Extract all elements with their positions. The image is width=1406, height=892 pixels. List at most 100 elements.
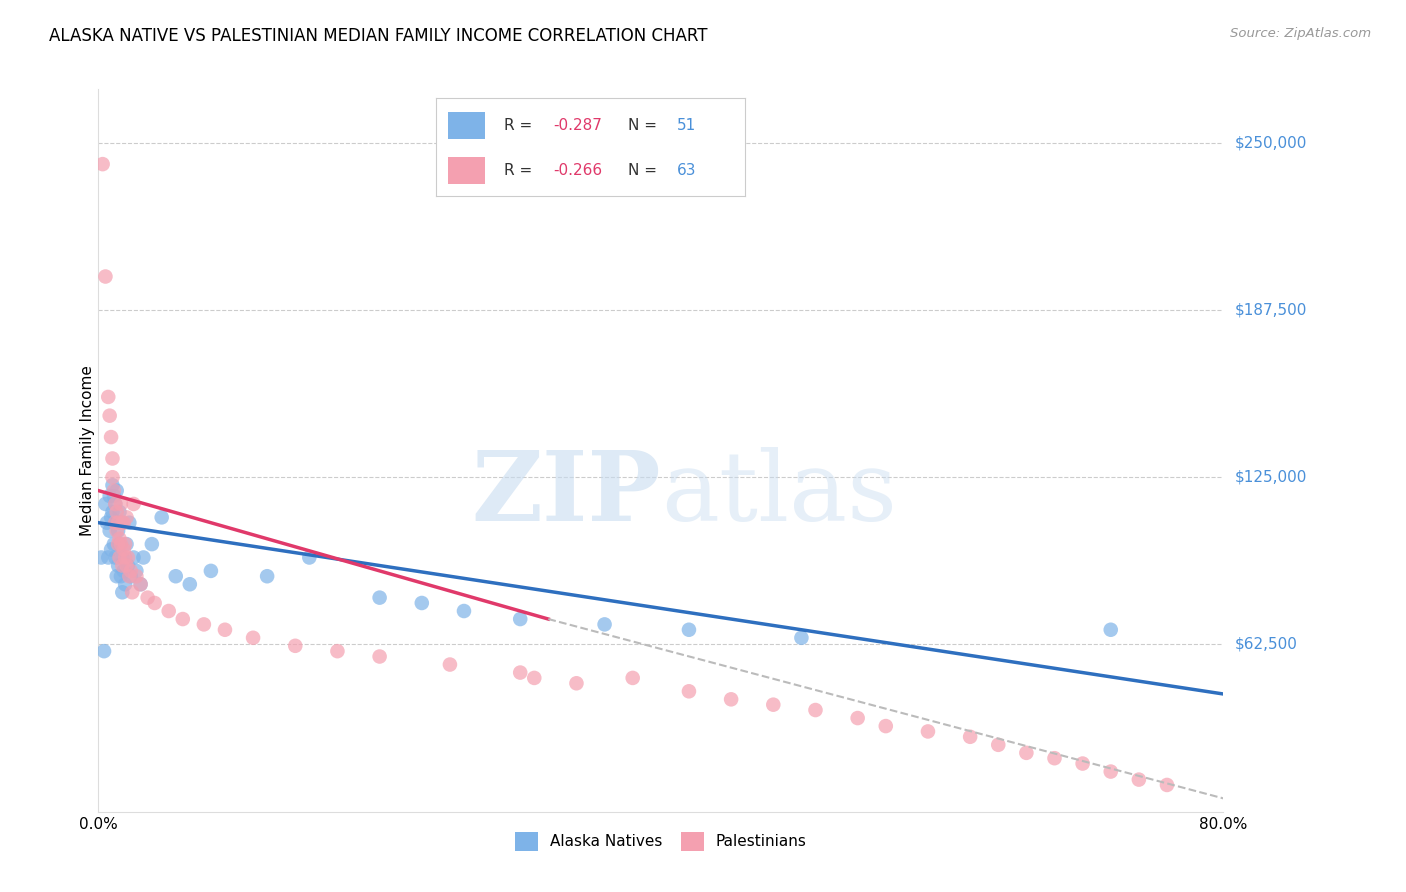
Point bbox=[105, 569, 128, 583]
Text: R =: R = bbox=[503, 118, 537, 133]
Point bbox=[112, 542, 135, 557]
Point bbox=[97, 550, 120, 565]
Point bbox=[103, 483, 125, 498]
Point bbox=[105, 524, 128, 538]
Legend: Alaska Natives, Palestinians: Alaska Natives, Palestinians bbox=[508, 824, 814, 858]
Point bbox=[165, 569, 187, 583]
Point bbox=[122, 497, 145, 511]
Point bbox=[1099, 764, 1122, 779]
Point bbox=[326, 644, 349, 658]
Point bbox=[94, 269, 117, 284]
Point bbox=[107, 516, 129, 530]
Point bbox=[256, 569, 278, 583]
Text: atlas: atlas bbox=[661, 447, 897, 541]
Point bbox=[678, 684, 700, 698]
Text: 51: 51 bbox=[678, 118, 696, 133]
Point bbox=[150, 510, 173, 524]
Point bbox=[105, 505, 128, 519]
Text: $250,000: $250,000 bbox=[1234, 136, 1306, 150]
Point bbox=[108, 532, 131, 546]
Text: ZIP: ZIP bbox=[471, 447, 661, 541]
Point bbox=[509, 665, 531, 680]
Text: $187,500: $187,500 bbox=[1234, 302, 1306, 318]
Point bbox=[172, 612, 194, 626]
Text: R =: R = bbox=[503, 163, 537, 178]
Point bbox=[104, 497, 127, 511]
Point bbox=[1099, 623, 1122, 637]
Point bbox=[132, 550, 155, 565]
Point bbox=[242, 631, 264, 645]
Point bbox=[298, 550, 321, 565]
Point bbox=[136, 591, 159, 605]
Point bbox=[453, 604, 475, 618]
Point bbox=[122, 550, 145, 565]
Text: N =: N = bbox=[627, 118, 661, 133]
Point bbox=[141, 537, 163, 551]
Point bbox=[120, 569, 142, 583]
Point bbox=[368, 649, 391, 664]
Point bbox=[111, 550, 134, 565]
Point bbox=[565, 676, 588, 690]
FancyBboxPatch shape bbox=[449, 157, 485, 185]
Point bbox=[111, 516, 134, 530]
Point bbox=[593, 617, 616, 632]
Point bbox=[108, 550, 131, 565]
Point bbox=[94, 497, 117, 511]
Point bbox=[179, 577, 201, 591]
Point bbox=[846, 711, 869, 725]
Point bbox=[804, 703, 827, 717]
Point bbox=[118, 516, 141, 530]
Point bbox=[107, 558, 129, 573]
Point bbox=[108, 537, 131, 551]
Text: -0.266: -0.266 bbox=[554, 163, 603, 178]
Point bbox=[621, 671, 644, 685]
Point bbox=[98, 489, 121, 503]
Point bbox=[117, 550, 139, 565]
Point bbox=[97, 390, 120, 404]
Point bbox=[101, 478, 124, 492]
Point bbox=[104, 497, 127, 511]
Point bbox=[118, 569, 141, 583]
Point bbox=[284, 639, 307, 653]
Point bbox=[101, 505, 124, 519]
Point bbox=[111, 585, 134, 599]
Point bbox=[121, 585, 143, 599]
Point bbox=[115, 510, 138, 524]
Text: $125,000: $125,000 bbox=[1234, 470, 1306, 484]
Point bbox=[90, 550, 112, 565]
Point bbox=[110, 537, 132, 551]
Point bbox=[98, 524, 121, 538]
Point bbox=[117, 558, 139, 573]
Text: Source: ZipAtlas.com: Source: ZipAtlas.com bbox=[1230, 27, 1371, 40]
Point bbox=[1015, 746, 1038, 760]
Point bbox=[987, 738, 1010, 752]
Text: -0.287: -0.287 bbox=[554, 118, 602, 133]
Point bbox=[103, 537, 125, 551]
Point bbox=[157, 604, 180, 618]
Point bbox=[790, 631, 813, 645]
Point bbox=[200, 564, 222, 578]
Point bbox=[103, 489, 125, 503]
Point bbox=[959, 730, 981, 744]
Point bbox=[110, 569, 132, 583]
Point bbox=[917, 724, 939, 739]
Point bbox=[105, 483, 128, 498]
Point bbox=[214, 623, 236, 637]
Point bbox=[112, 516, 135, 530]
Point bbox=[1156, 778, 1178, 792]
Point bbox=[368, 591, 391, 605]
Point bbox=[143, 596, 166, 610]
Point bbox=[129, 577, 152, 591]
Point bbox=[104, 550, 127, 565]
Point bbox=[107, 537, 129, 551]
Text: $62,500: $62,500 bbox=[1234, 637, 1298, 652]
Point bbox=[111, 558, 134, 573]
Text: N =: N = bbox=[627, 163, 661, 178]
Point bbox=[96, 516, 118, 530]
Point bbox=[1043, 751, 1066, 765]
Point bbox=[101, 470, 124, 484]
Y-axis label: Median Family Income: Median Family Income bbox=[80, 365, 94, 536]
Point bbox=[120, 564, 142, 578]
Point bbox=[110, 516, 132, 530]
Point bbox=[91, 157, 114, 171]
